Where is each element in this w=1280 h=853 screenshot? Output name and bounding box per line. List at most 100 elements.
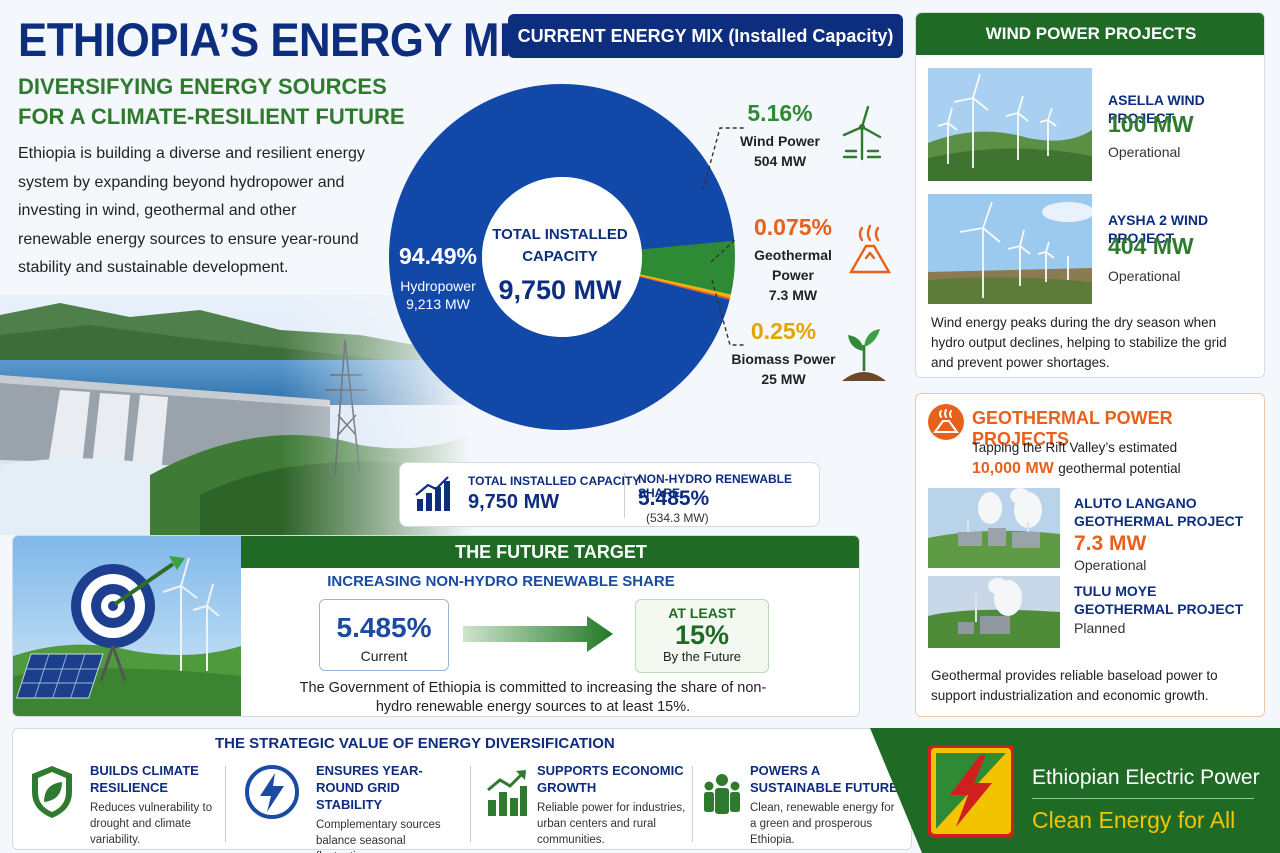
growth-chart-icon — [487, 770, 527, 816]
strategic-divider-3 — [692, 766, 693, 842]
aluto-mw: 7.3 MW — [1074, 532, 1147, 555]
hydro-mw: 9,213 MW — [406, 296, 470, 312]
strategic-item-2-title: ENSURES YEAR-ROUND GRID STABILITY — [316, 763, 423, 812]
strategic-item-3-title: SUPPORTS ECONOMIC GROWTH — [537, 763, 684, 795]
future-target-panel: THE FUTURE TARGET INCREASING NON-HYDRO R… — [12, 535, 860, 717]
intro-text: Ethiopia is building a diverse and resil… — [18, 145, 365, 276]
wind-note: Wind energy peaks during the dry season … — [931, 315, 1227, 370]
page-subtitle: DIVERSIFYING ENERGY SOURCES FOR A CLIMAT… — [18, 74, 405, 129]
aysha-name: AYSHA 2 WIND PROJECT — [1108, 212, 1209, 246]
current-share-box: 5.485% Current — [319, 599, 449, 671]
geothermal-intro-2: geothermal potential — [1058, 461, 1181, 476]
hydro-label: 94.49% Hydropower 9,213 MW — [388, 243, 488, 312]
target-share-top: AT LEAST — [668, 605, 736, 621]
slice-wind-power — [640, 238, 735, 295]
aluto-langano-photo — [928, 488, 1060, 568]
geothermal-volcano-icon — [848, 224, 892, 274]
summary-nonhydro-label: NON-HYDRO RENEWABLE SHARE — [638, 472, 793, 500]
strategic-item-3-desc: Reliable power for industries, urban cen… — [537, 802, 686, 846]
summary-total-value: 9,750 MW — [468, 491, 560, 513]
geothermal-percent: 0.075% — [753, 214, 832, 240]
geothermal-intro-1: Tapping the Rift Valley’s estimated — [972, 440, 1178, 455]
future-target-header: THE FUTURE TARGET — [241, 536, 859, 568]
aluto-name-1: ALUTO LANGANO — [1074, 495, 1197, 511]
brand-name: Ethiopian Electric Power — [1032, 766, 1260, 789]
strategic-divider-1 — [225, 766, 226, 842]
chart-title: CURRENT ENERGY MIX (Installed Capacity) — [508, 14, 903, 58]
shield-leaf-icon — [32, 766, 72, 818]
energy-mix-donut-chart — [389, 84, 735, 431]
geothermal-mw: 7.3 MW — [768, 287, 818, 303]
strategic-value-band — [12, 728, 912, 850]
target-share-box: AT LEAST 15% By the Future — [635, 599, 769, 673]
wind-percent: 5.16% — [747, 100, 813, 126]
geothermal-potential: 10,000 MW — [972, 460, 1054, 477]
center-label: TOTAL INSTALLED CAPACITY — [492, 226, 628, 265]
wind-name: Wind Power — [740, 133, 820, 149]
strategic-value-header: THE STRATEGIC VALUE OF ENERGY DIVERSIFIC… — [215, 735, 615, 752]
biomass-name: Biomass Power — [731, 351, 836, 367]
aysha-status: Operational — [1108, 268, 1181, 284]
strategic-divider-2 — [470, 766, 471, 842]
people-icon — [704, 774, 740, 814]
page-title: ETHIOPIA’S ENERGY MIX — [18, 13, 540, 66]
aluto-status: Operational — [1074, 557, 1147, 573]
center-value: 9,750 MW — [498, 275, 622, 305]
strategic-item-4: POWERS A SUSTAINABLE FUTURE Clean, renew… — [750, 762, 900, 848]
capacity-summary-box: TOTAL INSTALLED CAPACITY 9,750 MW NON-HY… — [399, 462, 820, 527]
tulu-moye-photo — [928, 576, 1060, 648]
geothermal-name: Geothermal Power — [754, 247, 832, 283]
wind-turbine-icon — [842, 105, 882, 161]
biomass-callout: 0.25% Biomass Power 25 MW — [726, 318, 841, 389]
target-solar-illustration — [13, 536, 241, 716]
geothermal-note: Geothermal provides reliable baseload po… — [931, 668, 1218, 703]
target-share-label: By the Future — [662, 649, 742, 664]
future-target-note: The Government of Ethiopia is committed … — [299, 680, 767, 715]
strategic-item-1: BUILDS CLIMATE RESILIENCE Reduces vulner… — [90, 762, 220, 848]
wind-mw: 504 MW — [753, 153, 807, 169]
eep-logo — [928, 745, 1014, 837]
slice-biomass-power — [639, 274, 731, 298]
wind-callout: 5.16% Wind Power 504 MW — [725, 100, 835, 171]
strategic-item-4-title: POWERS A SUSTAINABLE FUTURE — [750, 763, 898, 795]
aysha-mw: 404 MW — [1108, 233, 1194, 259]
aysha-wind-photo — [928, 194, 1092, 304]
strategic-item-1-title: BUILDS CLIMATE RESILIENCE — [90, 763, 199, 795]
tulu-moye-name-2: GEOTHERMAL PROJECT — [1074, 601, 1244, 617]
summary-nonhydro-mw: (534.3 MW) — [646, 511, 709, 525]
summary-total-label: TOTAL INSTALLED CAPACITY — [468, 474, 641, 488]
current-share-value: 5.485% — [336, 612, 432, 643]
strategic-item-1-desc: Reduces vulnerability to drought and cli… — [90, 802, 213, 846]
biomass-percent: 0.25% — [750, 318, 817, 344]
brand-tagline: Clean Energy for All — [1032, 807, 1236, 833]
lightning-icon — [245, 765, 299, 819]
summary-nonhydro-value: 5.485% — [638, 487, 710, 510]
asella-wind-photo — [928, 68, 1092, 181]
geothermal-projects-header: GEOTHERMAL POWER PROJECTS — [972, 408, 1173, 449]
strategic-item-2-desc: Complementary sources balance seasonal f… — [316, 819, 441, 853]
wind-projects-header: WIND POWER PROJECTS — [916, 13, 1264, 55]
current-share-label: Current — [360, 648, 408, 664]
asella-name: ASELLA WIND PROJECT — [1108, 92, 1205, 126]
slice-geothermal-power — [639, 275, 731, 300]
bar-chart-icon — [415, 476, 450, 511]
future-target-subtitle: INCREASING NON-HYDRO RENEWABLE SHARE — [327, 573, 675, 590]
geothermal-projects-panel: GEOTHERMAL POWER PROJECTS Tapping the Ri… — [915, 393, 1265, 717]
tulu-moye-status: Planned — [1074, 620, 1126, 636]
strategic-item-2: ENSURES YEAR-ROUND GRID STABILITY Comple… — [316, 762, 461, 853]
biomass-sprout-icon — [842, 329, 886, 381]
slice-hydropower — [389, 84, 735, 431]
biomass-mw: 25 MW — [761, 371, 806, 387]
brand-divider — [1032, 798, 1254, 799]
hydro-percent: 94.49% — [398, 243, 477, 269]
geothermal-callout: 0.075% Geothermal Power 7.3 MW — [732, 214, 854, 305]
wind-projects-panel: WIND POWER PROJECTS ASELLA WIND PROJECT … — [915, 12, 1265, 378]
target-share-value: 15% — [674, 620, 730, 650]
hydro-name: Hydropower — [400, 278, 476, 294]
strategic-item-3: SUPPORTS ECONOMIC GROWTH Reliable power … — [537, 762, 689, 848]
tulu-moye-name-1: TULU MOYE — [1074, 583, 1157, 599]
geothermal-header-icon — [928, 404, 964, 440]
summary-divider — [624, 473, 625, 518]
strategic-item-4-desc: Clean, renewable energy for a green and … — [750, 802, 895, 846]
